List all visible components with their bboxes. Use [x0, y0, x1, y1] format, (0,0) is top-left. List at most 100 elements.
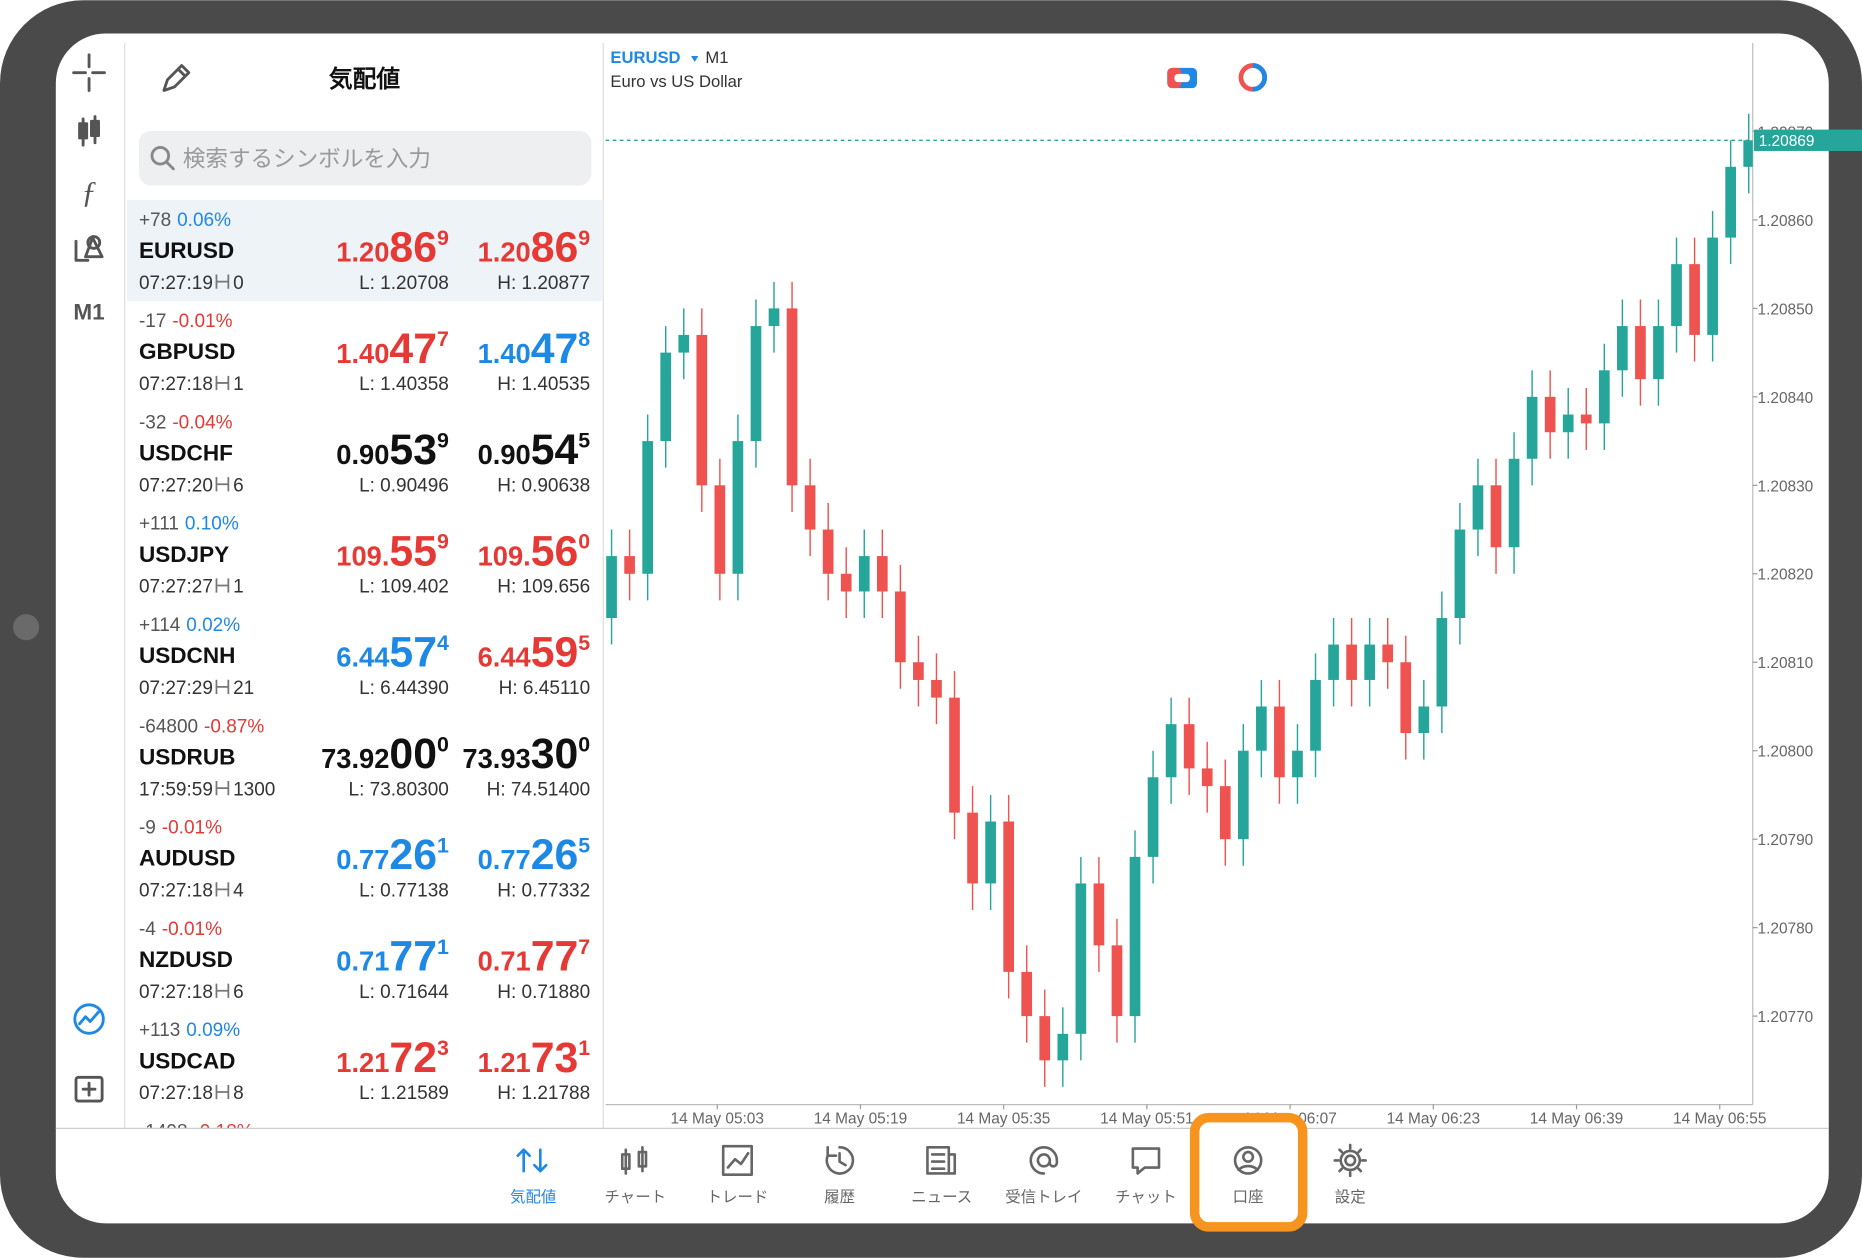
watchlist-header: 気配値 検索するシンボルを入力: [138, 64, 592, 186]
price-prefix: 0.71: [478, 946, 531, 977]
tab[interactable]: 受信トレイ: [1005, 1146, 1082, 1206]
bid-price: 0.71771: [336, 933, 449, 981]
candle-body: [1653, 326, 1664, 380]
candle-body: [949, 697, 960, 813]
candle-body: [786, 308, 798, 486]
price-pips: 57: [389, 629, 437, 677]
low: L: 0.90496: [359, 475, 449, 496]
candle-body: [1580, 414, 1592, 424]
candles-icon[interactable]: [78, 115, 100, 147]
price-fraction: 1: [578, 1036, 590, 1060]
tab[interactable]: トレード: [707, 1144, 769, 1206]
tab[interactable]: 履歴: [824, 1146, 855, 1206]
tab[interactable]: 設定: [1333, 1143, 1367, 1206]
y-tick-label: 1.20790: [1758, 832, 1814, 849]
change: -1498-0.18%: [139, 1121, 254, 1142]
tab-bar: 気配値 チャート トレード 履歴 ニュース 受信トレイ チャット 口座 設定: [510, 1112, 1367, 1232]
price-fraction: 1: [437, 935, 449, 959]
candle-body: [624, 556, 635, 574]
candle-body: [1310, 679, 1321, 751]
price-fraction: 3: [437, 1036, 449, 1060]
symbol-dropdown[interactable]: [691, 56, 699, 62]
change-points: -4: [139, 919, 156, 940]
crosshair-icon[interactable]: [72, 53, 106, 92]
candle-body: [895, 591, 906, 663]
indicator-icon[interactable]: ƒ: [81, 174, 96, 209]
candle-body: [1382, 644, 1394, 663]
change-points: -1498: [139, 1121, 188, 1142]
tab-icon: [516, 1148, 548, 1173]
one-click-icon[interactable]: [1167, 67, 1197, 89]
tab[interactable]: チャット: [1115, 1147, 1177, 1206]
price-prefix: 1.40: [336, 338, 389, 369]
candle-body: [732, 441, 744, 574]
tab[interactable]: ニュース: [911, 1146, 972, 1206]
change-points: +111: [139, 514, 179, 535]
low: L: 1.40358: [359, 374, 449, 395]
watchlist-title: 気配値: [329, 65, 401, 93]
tab[interactable]: チャート: [605, 1146, 667, 1206]
candle-body: [1472, 485, 1484, 530]
candle-body: [1111, 945, 1123, 1017]
y-tick-label: 1.20770: [1758, 1009, 1814, 1026]
price-fraction: 9: [578, 226, 590, 250]
time: 07:27:29: [139, 678, 213, 699]
bid-price: 0.90539: [336, 426, 449, 474]
symbol: GBPUSD: [139, 339, 235, 364]
change-percent: 0.06%: [177, 210, 231, 231]
objects-icon[interactable]: [74, 235, 104, 262]
trade-icon[interactable]: [73, 1003, 105, 1035]
price-pips: 30: [531, 730, 579, 778]
low: L: 0.71644: [359, 982, 449, 1003]
candle-body: [1165, 724, 1177, 778]
high: H: 6.45110: [499, 678, 591, 699]
candle-body: [1057, 1033, 1069, 1061]
edit-icon[interactable]: [162, 64, 191, 92]
tab-icon: [1333, 1143, 1367, 1178]
tab[interactable]: 口座: [1189, 1112, 1308, 1232]
candle-body: [913, 662, 924, 680]
candle-body: [1039, 1016, 1051, 1061]
timeframe-button[interactable]: M1: [73, 300, 104, 325]
price-prefix: 0.71: [336, 946, 389, 977]
change-points: +78: [139, 210, 171, 231]
timer-icon[interactable]: [1238, 63, 1268, 92]
price-pips: 56: [531, 527, 579, 575]
candle-body: [1508, 458, 1520, 548]
low: L: 6.44390: [359, 678, 449, 699]
spread-icon: [215, 781, 230, 796]
spread-icon: [215, 274, 230, 289]
price-prefix: 109.: [478, 540, 531, 571]
price-fraction: 5: [578, 631, 590, 655]
tab-icon: [1233, 1146, 1263, 1175]
tab[interactable]: 気配値: [510, 1148, 556, 1206]
chart-symbol[interactable]: EURUSD: [610, 48, 680, 67]
bid-price: 6.44574: [336, 629, 449, 677]
low: L: 73.80300: [349, 779, 449, 800]
price-pips: 86: [531, 223, 579, 271]
add-icon[interactable]: [74, 1075, 104, 1103]
ask-price: 1.20869: [478, 223, 591, 271]
spread-icon: [215, 375, 230, 391]
change-points: +113: [139, 1020, 180, 1041]
spread: 4: [233, 881, 244, 902]
search-box[interactable]: [138, 130, 592, 186]
low: L: 0.77138: [359, 881, 449, 902]
price-pips: 72: [389, 1034, 437, 1082]
candle-body: [1671, 264, 1682, 327]
candle-body: [1526, 396, 1538, 459]
symbol: EURUSD: [139, 238, 234, 263]
tab-label: チャット: [1115, 1189, 1177, 1206]
x-tick-label: 14 May 05:19: [814, 1111, 907, 1128]
tab-icon: [620, 1146, 648, 1175]
price-pips: 26: [531, 831, 579, 879]
